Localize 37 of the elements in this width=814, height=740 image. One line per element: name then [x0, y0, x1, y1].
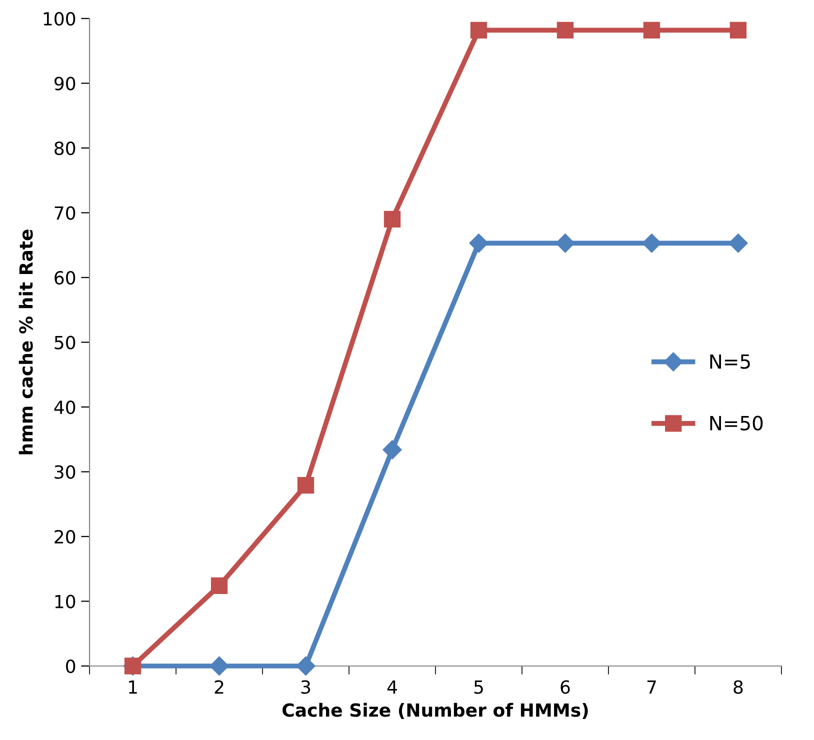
point [210, 577, 228, 594]
point [730, 22, 747, 38]
point [384, 210, 401, 228]
x-tick-label: 5 [474, 680, 483, 694]
y-tick-label: 60 [54, 270, 76, 285]
y-axis-title: hmm cache % hit Rate [18, 230, 33, 454]
y-tick-label: 70 [54, 206, 76, 220]
x-tick-label: 6 [560, 680, 570, 694]
y-tick-label: 30 [54, 465, 76, 479]
point [556, 22, 574, 38]
x-tick-label: 7 [647, 680, 656, 694]
y-tick-label: 10 [55, 594, 76, 608]
x-tick-label: 1 [129, 680, 137, 694]
point [296, 656, 316, 676]
legend-label: N=5 [710, 354, 750, 369]
y-tick-label: 50 [54, 336, 76, 350]
x-tick-label: 2 [214, 680, 224, 694]
point [469, 234, 488, 253]
y-tick-label: 40 [54, 400, 76, 414]
x-tick-label: 8 [734, 680, 743, 694]
point [382, 440, 402, 460]
x-tick-label: 4 [387, 680, 397, 694]
point [643, 22, 660, 38]
y-tick-label: 80 [54, 141, 76, 156]
point [728, 234, 748, 253]
x-axis-title: Cache Size (Number of HMMs) [282, 702, 588, 720]
y-tick-label: 0 [66, 659, 76, 674]
point [556, 234, 575, 253]
point [470, 22, 488, 38]
y-tick-label: 90 [54, 76, 76, 90]
legend-label: N=50 [710, 416, 763, 430]
x-tick-label: 3 [301, 680, 310, 694]
point [642, 234, 662, 253]
y-tick-label: 20 [54, 530, 76, 544]
point [210, 656, 229, 676]
point [297, 477, 314, 494]
y-tick-label: 100 [44, 12, 76, 26]
